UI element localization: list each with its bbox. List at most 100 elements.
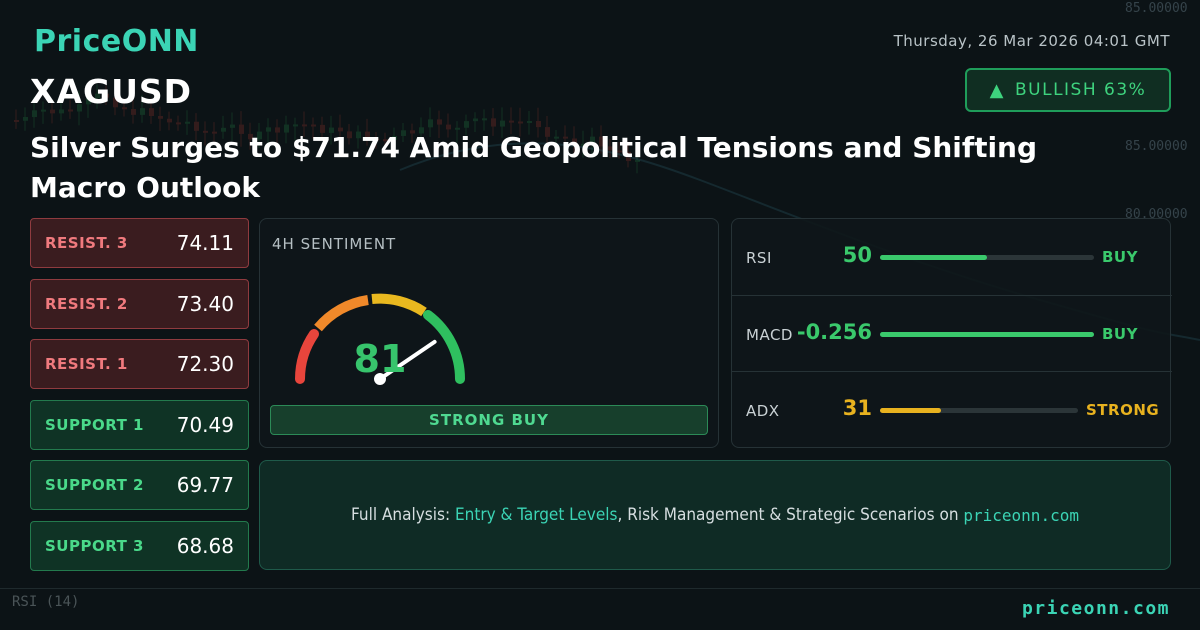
cta-domain-link[interactable]: priceonn.com: [963, 505, 1079, 525]
gauge-needle: [378, 339, 437, 381]
gauge-arc-yellow: [371, 293, 427, 317]
level-label: SUPPORT 2: [45, 476, 144, 494]
bg-candle-body: [482, 118, 487, 121]
level-resist-1: RESIST. 1 72.30: [30, 339, 249, 389]
indicator-bar-fill: [880, 255, 987, 260]
bg-price-label-2: 85.00000: [1125, 139, 1188, 154]
full-analysis-banner[interactable]: Full Analysis: Entry & Target Levels , R…: [259, 460, 1171, 570]
bg-candle-body: [428, 119, 433, 128]
level-label: RESIST. 3: [45, 234, 128, 252]
bg-candle-body: [599, 136, 604, 147]
level-support-1: SUPPORT 1 70.49: [30, 399, 249, 450]
bg-candle-body: [122, 107, 127, 110]
level-value: 74.11: [176, 231, 234, 255]
bg-candle-body: [626, 151, 631, 162]
bg-candle-body: [401, 130, 406, 136]
bg-candle-body: [50, 109, 55, 114]
bg-candle-body: [437, 119, 442, 125]
triangle-up-icon: ▲: [989, 79, 1005, 101]
indicators-panel: RSI 50 BUY MACD -0.256 BUY ADX 31 STRONG: [731, 218, 1172, 448]
bg-candle-body: [383, 139, 388, 142]
bullish-badge: ▲ BULLISH 63%: [965, 68, 1171, 112]
indicator-bar-fill: [880, 408, 942, 413]
bg-candle-body: [230, 124, 235, 128]
bg-candle-body: [518, 121, 523, 124]
indicator-bar: [880, 408, 1078, 413]
bg-candle-body: [338, 127, 343, 132]
level-resist-2: RESIST. 2 73.40: [30, 278, 249, 329]
bg-candle-body: [212, 131, 217, 134]
bg-candle-body: [41, 109, 46, 112]
bg-candle-body: [221, 127, 226, 132]
bg-candle-body: [545, 127, 550, 137]
gauge-pivot: [374, 373, 386, 385]
bg-candle-body: [392, 135, 397, 140]
bg-candle-body: [329, 127, 334, 133]
level-value: 70.49: [176, 412, 234, 437]
bg-candle-body: [635, 159, 640, 162]
indicator-macd: MACD -0.256 BUY: [732, 295, 1172, 372]
indicator-signal: BUY: [1102, 248, 1138, 266]
bg-candle-body: [176, 122, 181, 125]
level-resist-3: RESIST. 3 74.11: [30, 218, 249, 268]
indicator-value: 50: [842, 243, 872, 267]
bg-candle-body: [464, 121, 469, 128]
bg-candle-body: [374, 138, 379, 141]
indicator-name: ADX: [746, 402, 780, 420]
cta-prefix: Full Analysis:: [351, 505, 455, 525]
bg-candle-body: [410, 130, 415, 134]
indicator-signal: BUY: [1102, 325, 1138, 343]
indicator-value: -0.256: [796, 320, 872, 344]
indicator-signal: STRONG: [1086, 401, 1160, 419]
bg-candle-body: [194, 121, 199, 131]
footer-site-link[interactable]: priceonn.com: [1021, 598, 1170, 619]
bg-candle-body: [275, 127, 280, 133]
bg-candle-body: [149, 108, 154, 117]
bg-candle-body: [491, 118, 496, 127]
headline: Silver Surges to $71.74 Amid Geopolitica…: [30, 131, 1038, 204]
gauge-arc-orange: [314, 295, 369, 332]
cta-middle: , Risk Management & Strategic Scenarios …: [617, 505, 964, 525]
bg-candle-body: [131, 109, 136, 115]
indicator-adx: ADX 31 STRONG: [732, 371, 1172, 448]
level-value: 73.40: [176, 291, 234, 316]
sentiment-score: 81: [353, 337, 407, 381]
bg-candle-body: [266, 127, 271, 132]
bg-candle-body: [257, 131, 262, 140]
bg-candle-body: [203, 130, 208, 133]
bg-candle-body: [248, 133, 253, 140]
sentiment-panel: 4H SENTIMENT 81 STRONG BUY: [259, 218, 719, 448]
bg-candle-body: [140, 108, 145, 115]
bg-candle-body: [455, 127, 460, 130]
bg-candle-body: [293, 124, 298, 127]
bg-candle-body: [500, 120, 505, 127]
bg-candle-body: [536, 121, 541, 128]
bg-candle-body: [473, 118, 478, 122]
bg-candle-body: [554, 136, 559, 139]
bg-candle-body: [104, 93, 109, 98]
bg-candle-body: [356, 131, 361, 139]
indicator-bar: [880, 332, 1094, 337]
bg-candle-body: [77, 104, 82, 112]
sentiment-gauge: [295, 293, 465, 385]
bg-candle-body: [23, 117, 28, 121]
level-label: RESIST. 1: [45, 355, 128, 373]
bg-candle-body: [239, 124, 244, 134]
sentiment-title: 4H SENTIMENT: [272, 235, 397, 253]
bg-candle-body: [509, 120, 514, 123]
bg-candle-body: [167, 118, 172, 123]
bg-rsi-label: RSI (14): [12, 594, 80, 610]
level-label: SUPPORT 1: [45, 415, 144, 434]
bg-candle-body: [608, 146, 613, 151]
bg-candle-body: [302, 124, 307, 127]
cta-highlight: Entry & Target Levels: [454, 505, 618, 525]
level-value: 69.77: [176, 473, 234, 497]
level-value: 72.30: [176, 352, 234, 376]
bg-candle-body: [14, 120, 19, 122]
bg-candle-body: [347, 131, 352, 139]
bg-candle-body: [311, 124, 316, 127]
bg-candle-body: [365, 131, 370, 139]
bg-candle-body: [32, 110, 37, 118]
bg-candle-body: [113, 97, 118, 108]
gauge-arc-green: [423, 310, 465, 384]
